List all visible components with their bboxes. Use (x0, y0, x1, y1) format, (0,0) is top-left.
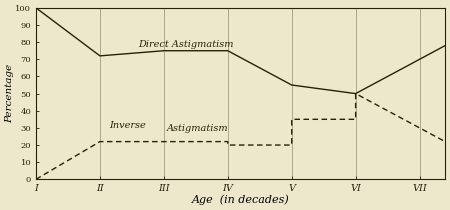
Y-axis label: Percentage: Percentage (5, 64, 14, 123)
Text: Astigmatism: Astigmatism (167, 124, 229, 133)
X-axis label: Age  (in decades): Age (in decades) (192, 195, 289, 205)
Text: Direct Astigmatism: Direct Astigmatism (138, 40, 234, 49)
Text: Inverse: Inverse (109, 121, 146, 130)
